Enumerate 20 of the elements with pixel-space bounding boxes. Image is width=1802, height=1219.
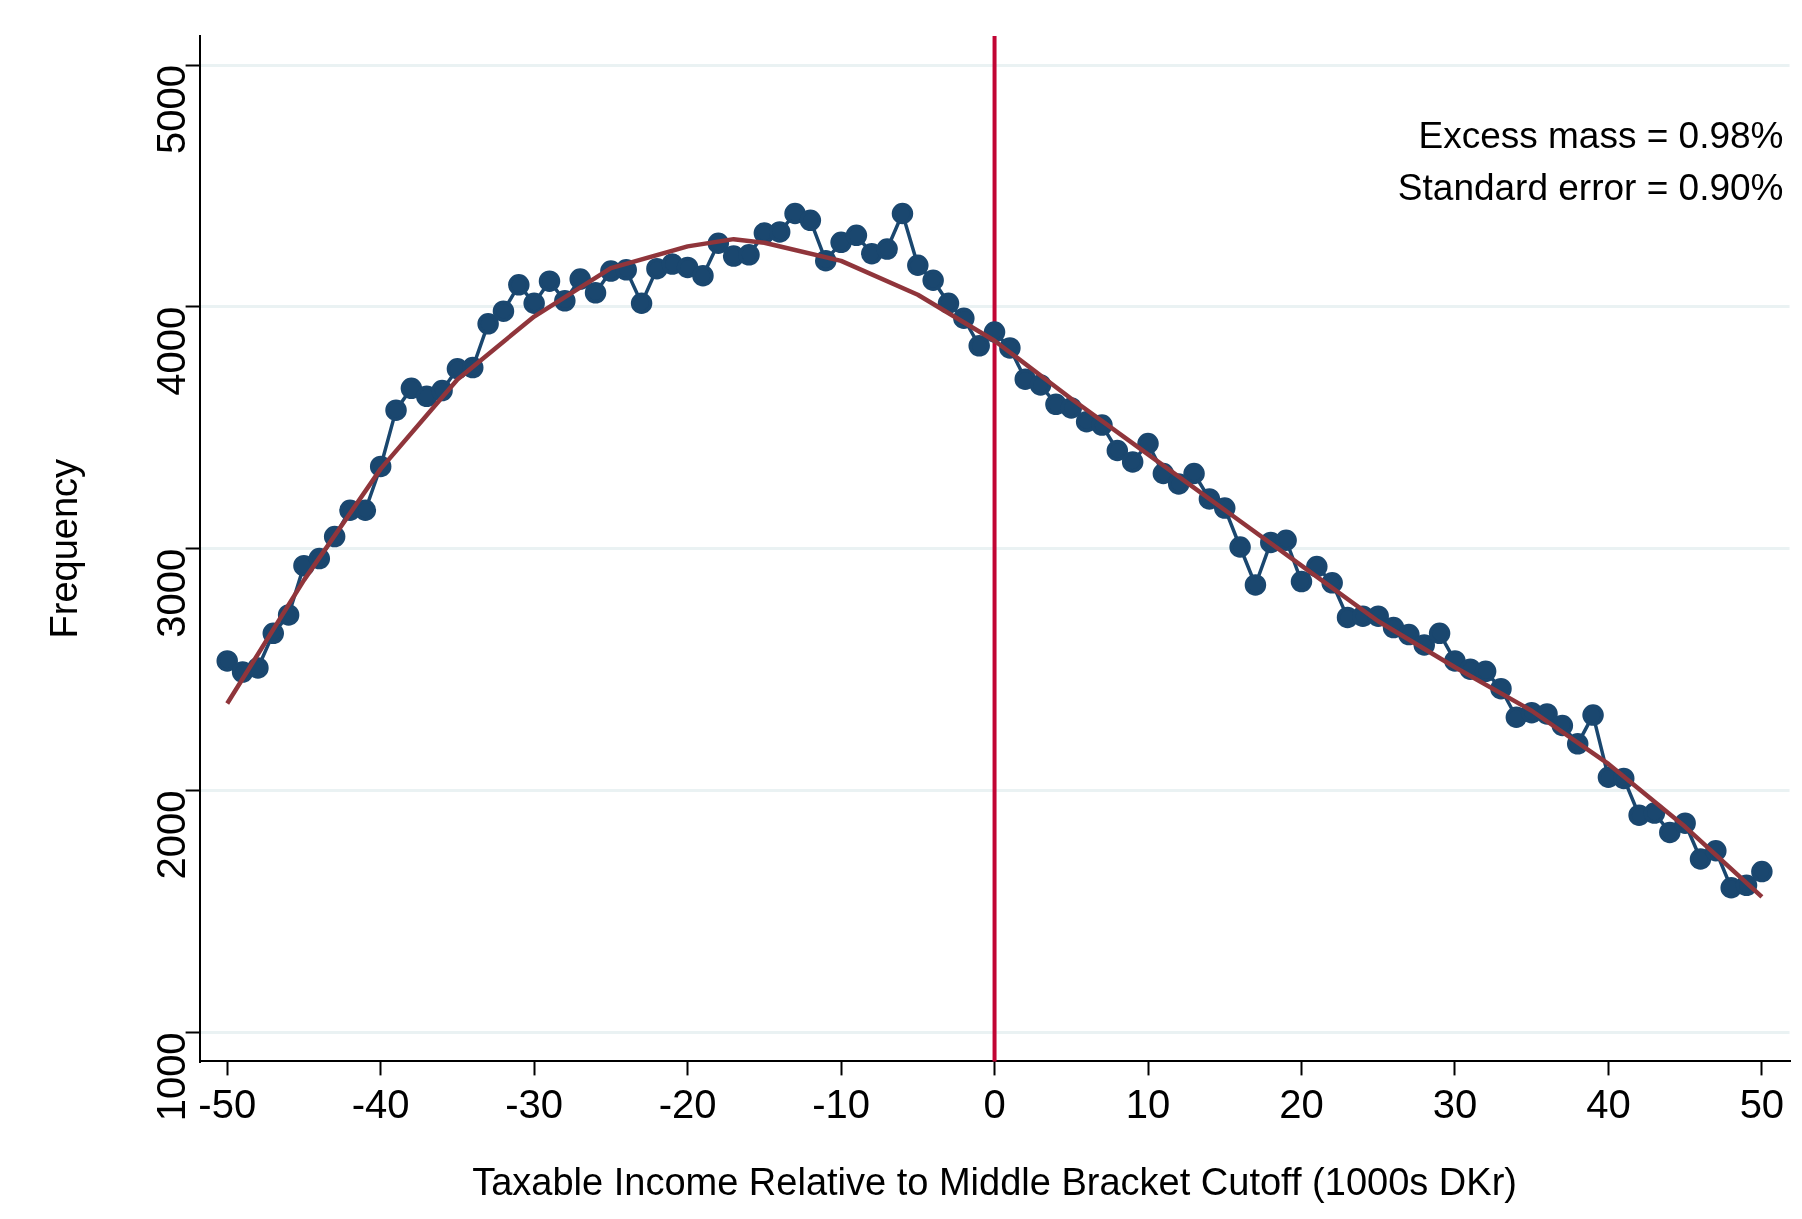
y-tick-label: 1000 (148, 1032, 193, 1122)
x-tick-label: 0 (983, 1082, 1006, 1127)
annotation: Excess mass = 0.98% (1418, 115, 1784, 156)
y-tick-label: 2000 (148, 790, 193, 880)
x-tick-label: 30 (1432, 1082, 1478, 1127)
y-tick-label: 5000 (148, 65, 193, 155)
x-tick-label: 10 (1125, 1082, 1171, 1127)
x-tick-label: -40 (351, 1082, 410, 1127)
x-tick-label: -10 (812, 1082, 870, 1127)
x-tick-label: -20 (658, 1082, 717, 1127)
y-tick-label: 3000 (148, 548, 193, 638)
y-axis-title: Frequency (43, 458, 86, 639)
annotation: Standard error = 0.90% (1397, 167, 1784, 208)
x-tick-label: 40 (1586, 1082, 1631, 1127)
y-tick-label: 4000 (148, 306, 193, 396)
x-tick-label: 20 (1279, 1082, 1324, 1127)
x-axis-title: Taxable Income Relative to Middle Bracket Cutoff (1000s DKr) (472, 1160, 1517, 1203)
x-tick-label: 50 (1739, 1082, 1785, 1127)
x-tick-label: -30 (505, 1082, 564, 1127)
x-tick-label: -50 (198, 1082, 257, 1127)
